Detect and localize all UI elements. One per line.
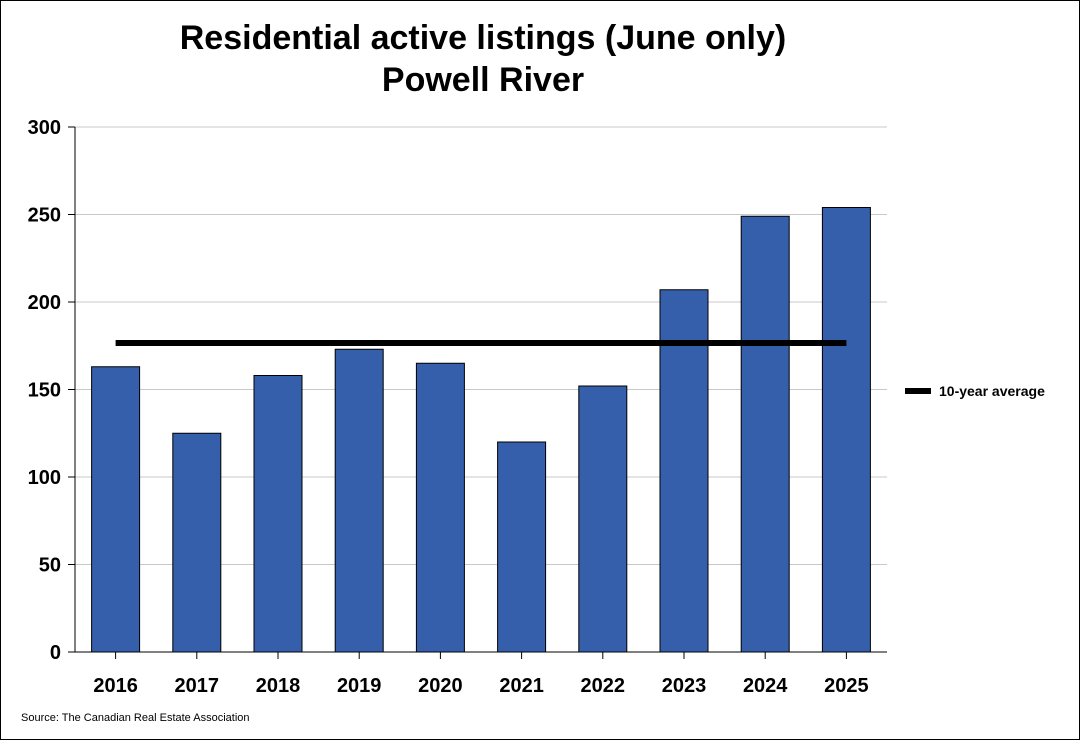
source-note: Source: The Canadian Real Estate Associa…	[21, 712, 250, 724]
bar-2018	[253, 375, 303, 653]
y-tick-label: 250	[28, 205, 61, 227]
x-tick-label: 2021	[499, 675, 544, 697]
x-tick-label: 2022	[581, 675, 626, 697]
y-tick-label: 300	[28, 117, 61, 139]
y-tick-label: 0	[50, 642, 61, 664]
x-tick-label: 2016	[93, 675, 138, 697]
bar-2022	[578, 385, 628, 653]
bar-2023	[659, 289, 709, 653]
bar-2025	[821, 207, 871, 653]
x-tick-label: 2018	[256, 675, 301, 697]
chart-title: Residential active listings (June only) …	[1, 17, 965, 101]
legend: 10-year average	[905, 383, 1045, 399]
bar-2019	[334, 348, 384, 653]
axes: 0 50 100 150 200 250 300 2016 2017 2018 2019 2020 20…	[28, 117, 887, 697]
x-tick-label: 2019	[337, 675, 382, 697]
x-tick-label: 2020	[418, 675, 463, 697]
bar-2024	[740, 215, 790, 653]
bar-2016	[91, 366, 141, 653]
chart-title-line2: Powell River	[381, 61, 585, 99]
chart-title-line1: Residential active listings (June only)	[179, 19, 787, 57]
y-tick-label: 100	[28, 467, 61, 489]
bars	[91, 207, 871, 653]
legend-label: 10-year average	[939, 383, 1045, 399]
x-tick-label: 2017	[175, 675, 220, 697]
bar-2017	[172, 432, 222, 653]
bar-2020	[415, 362, 465, 653]
y-tick-label: 200	[28, 292, 61, 314]
bar-2021	[497, 441, 547, 653]
x-tick-label: 2024	[743, 675, 788, 697]
y-tick-label: 50	[39, 555, 61, 577]
y-tick-label: 150	[28, 380, 61, 402]
x-tick-label: 2025	[824, 675, 869, 697]
x-tick-label: 2023	[662, 675, 707, 697]
